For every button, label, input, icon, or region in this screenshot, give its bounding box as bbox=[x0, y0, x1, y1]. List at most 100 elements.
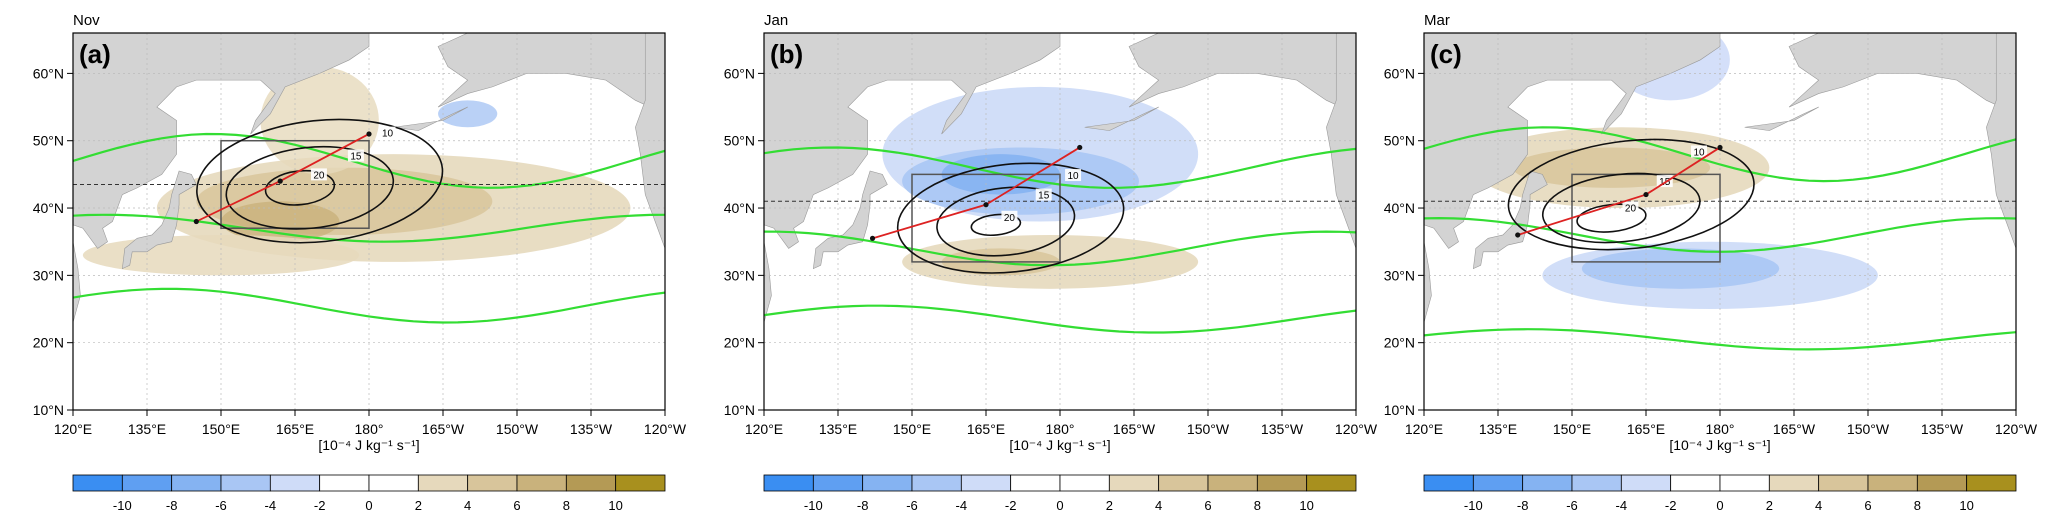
contour-label: 20 bbox=[1625, 203, 1637, 214]
contour-label: 15 bbox=[350, 152, 362, 163]
colorbar-segment bbox=[1472, 474, 1524, 492]
land-aleutians bbox=[393, 106, 468, 131]
map-layers: 10 15 20 bbox=[73, 33, 665, 410]
colorbar-segment bbox=[72, 474, 123, 492]
eddy-contour bbox=[196, 118, 444, 244]
y-tick-label: 60°N bbox=[33, 65, 64, 81]
x-tick-label: 180° bbox=[355, 421, 384, 437]
y-tick-label: 20°N bbox=[724, 335, 755, 351]
eddy-contour bbox=[225, 145, 395, 230]
colorbar-tick-label: 6 bbox=[1204, 498, 1211, 513]
colorbar-segment bbox=[516, 474, 567, 492]
colorbar-segment bbox=[171, 474, 222, 492]
jet-contour bbox=[1424, 126, 2016, 183]
colorbar-tick-label: -2 bbox=[1005, 498, 1017, 513]
x-tick-label: 120°W bbox=[1335, 421, 1378, 437]
colorbar-segment bbox=[763, 474, 814, 492]
colorbar-segment bbox=[1916, 474, 1968, 492]
colorbar-segment bbox=[1010, 474, 1061, 492]
month-label: Mar bbox=[1424, 12, 1450, 29]
jet-contour bbox=[764, 230, 1356, 267]
colorbar-segment bbox=[269, 474, 321, 492]
colorbar-tick-label: -4 bbox=[956, 498, 968, 513]
land-asia bbox=[1424, 33, 1432, 410]
region-box bbox=[220, 139, 370, 229]
colorbar-tick-label: 2 bbox=[1106, 498, 1113, 513]
colorbar-segment bbox=[1670, 474, 1721, 492]
colorbar-segment bbox=[467, 474, 518, 492]
x-tick-label: 135°W bbox=[1921, 421, 1964, 437]
colorbar-tick-label: -4 bbox=[1616, 498, 1628, 513]
panel-label: (a) bbox=[79, 39, 111, 69]
month-label: Jan bbox=[764, 12, 788, 29]
colorbar-segment bbox=[417, 474, 469, 492]
x-tick-label: 165°E bbox=[1627, 421, 1665, 437]
colorbar-segment bbox=[812, 474, 864, 492]
colorbar-tick-label: 8 bbox=[563, 498, 570, 513]
land-asia bbox=[1424, 33, 1721, 249]
y-tick-label: 50°N bbox=[1384, 133, 1415, 149]
colorbar-segment bbox=[1059, 474, 1110, 492]
x-tick-label: 165°W bbox=[1113, 421, 1156, 437]
contour-label: 20 bbox=[1004, 213, 1016, 224]
y-tick-label: 20°N bbox=[1384, 335, 1415, 351]
colorbar-tick-label: -8 bbox=[1517, 498, 1529, 513]
colorbar-segment bbox=[1966, 474, 2017, 492]
colorbar-tick-label: 10 bbox=[608, 498, 622, 513]
colorbar-segment bbox=[1522, 474, 1573, 492]
track-point bbox=[1077, 144, 1083, 151]
colorbar-tick-label: -2 bbox=[314, 498, 326, 513]
x-tick-label: 135°E bbox=[819, 421, 857, 437]
panel-label: (c) bbox=[1430, 39, 1462, 69]
panel-label: (b) bbox=[770, 39, 803, 69]
y-tick-label: 40°N bbox=[1384, 200, 1415, 216]
colorbar-tick-label: 2 bbox=[1766, 498, 1773, 513]
colorbar-segment bbox=[1306, 474, 1357, 492]
contour-label: 10 bbox=[1068, 171, 1080, 182]
jet-contour bbox=[1424, 328, 2016, 351]
colorbar-segment bbox=[960, 474, 1012, 492]
x-tick-label: 135°E bbox=[128, 421, 166, 437]
jet-contour bbox=[73, 287, 665, 324]
x-tick-label: 165°W bbox=[422, 421, 465, 437]
colorbar-tick-label: -10 bbox=[113, 498, 132, 513]
y-tick-label: 40°N bbox=[33, 200, 64, 216]
y-tick-label: 50°N bbox=[724, 133, 755, 149]
colorbar-segment bbox=[862, 474, 913, 492]
y-tick-label: 30°N bbox=[1384, 267, 1415, 283]
contour-label: 10 bbox=[1693, 147, 1705, 158]
track-point bbox=[366, 131, 372, 137]
colorbar-tick-label: -2 bbox=[1665, 498, 1677, 513]
track-point bbox=[1717, 144, 1723, 151]
colorbar-segment bbox=[121, 474, 173, 492]
track-point bbox=[193, 218, 199, 225]
land-north-america bbox=[1326, 33, 1356, 249]
colorbar-segment bbox=[615, 474, 666, 492]
land-north-america bbox=[635, 33, 665, 249]
y-tick-label: 30°N bbox=[724, 267, 755, 283]
track-point bbox=[277, 178, 283, 184]
colorbar-tick-label: 6 bbox=[1864, 498, 1871, 513]
colorbar-segment bbox=[1256, 474, 1308, 492]
land-north-america bbox=[1986, 33, 2016, 249]
negative-anomaly bbox=[438, 100, 498, 128]
track-point bbox=[869, 235, 876, 241]
x-tick-label: 135°W bbox=[570, 421, 613, 437]
x-tick-label: 150°E bbox=[893, 421, 931, 437]
x-tick-label: 135°W bbox=[1261, 421, 1304, 437]
colorbar-segment bbox=[368, 474, 419, 492]
x-tick-label: 180° bbox=[1706, 421, 1735, 437]
colorbar-tick-label: 6 bbox=[513, 498, 520, 513]
colorbar-tick-label: 0 bbox=[1716, 498, 1723, 513]
track-point bbox=[1643, 191, 1649, 198]
negative-anomaly bbox=[1581, 248, 1780, 289]
x-tick-label: 120°W bbox=[1995, 421, 2038, 437]
colorbar-segment bbox=[1571, 474, 1622, 492]
land-asia bbox=[764, 33, 1061, 249]
colorbar-segment bbox=[1768, 474, 1820, 492]
colorbar-segment bbox=[319, 474, 370, 492]
